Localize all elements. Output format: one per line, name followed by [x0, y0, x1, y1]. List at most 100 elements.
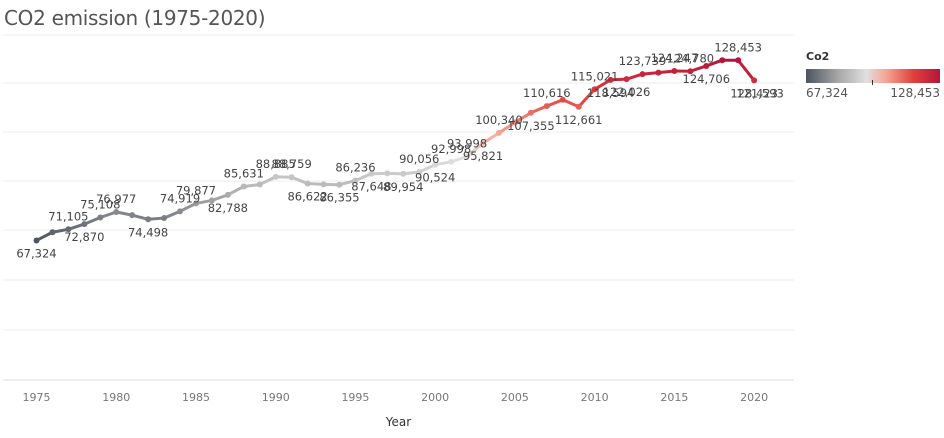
series-line-segment	[481, 131, 501, 145]
data-point	[288, 174, 295, 181]
data-label: 71,105	[48, 209, 88, 223]
data-point	[97, 214, 104, 221]
data-label: 100,340	[475, 113, 523, 127]
data-label: 110,616	[523, 86, 571, 100]
data-point	[224, 191, 231, 198]
data-label: 86,236	[335, 161, 375, 175]
data-label: 86,355	[319, 191, 359, 205]
data-label: 124,706	[683, 72, 731, 86]
data-label: 74,919	[160, 191, 200, 205]
data-point	[113, 208, 120, 215]
data-label: 72,870	[64, 230, 104, 244]
data-point	[145, 216, 152, 223]
data-point	[352, 177, 359, 184]
data-point	[384, 170, 391, 177]
x-tick-label: 2000	[421, 391, 449, 404]
data-point	[416, 169, 423, 176]
data-point	[448, 158, 455, 165]
x-tick-label: 2005	[501, 391, 529, 404]
series-line-segment	[593, 78, 613, 91]
series-line-segment	[465, 141, 485, 158]
data-label: 92,998	[431, 142, 471, 156]
legend-min-value: 67,324	[806, 86, 848, 100]
data-point	[33, 237, 40, 244]
data-point	[256, 181, 263, 188]
data-label: 75,108	[80, 198, 120, 212]
x-tick-label: 1995	[341, 391, 369, 404]
data-label: 74,498	[128, 225, 168, 239]
data-label: 115,021	[571, 69, 619, 83]
data-point	[671, 68, 678, 75]
data-point	[607, 76, 614, 83]
x-tick-label: 2015	[660, 391, 688, 404]
x-tick-label: 2020	[740, 391, 768, 404]
series-line-segment	[577, 87, 597, 109]
data-point	[49, 229, 56, 236]
data-label: 85,631	[224, 166, 264, 180]
data-label: 128,453	[714, 40, 762, 54]
data-point	[703, 62, 710, 69]
data-point	[272, 173, 279, 180]
data-label: 93,998	[447, 136, 487, 150]
legend-marker	[872, 80, 873, 85]
data-point	[208, 197, 215, 204]
legend-max-value: 128,453	[890, 86, 940, 100]
data-point	[464, 153, 471, 160]
data-point	[368, 170, 375, 177]
series-line-segment	[736, 58, 756, 82]
data-point	[177, 208, 184, 215]
x-tick-label: 1975	[22, 391, 50, 404]
data-label: 76,977	[96, 192, 136, 206]
data-point	[304, 180, 311, 187]
data-point	[81, 221, 88, 228]
legend-title: Co2	[806, 50, 830, 63]
data-label: 121,593	[736, 86, 784, 100]
legend-gradient-bar	[806, 69, 940, 83]
data-point	[336, 181, 343, 188]
x-axis-title: Year	[385, 415, 411, 429]
data-label: 112,661	[555, 113, 603, 127]
data-point	[719, 57, 726, 64]
data-point	[623, 76, 630, 83]
data-point	[129, 212, 136, 219]
data-point	[495, 129, 502, 136]
data-point	[559, 96, 566, 103]
data-label: 128,423	[730, 86, 778, 100]
series-line-segment	[513, 111, 533, 124]
x-tick-label: 2010	[581, 391, 609, 404]
data-point	[527, 109, 534, 116]
data-point	[575, 103, 582, 110]
data-point	[161, 215, 168, 222]
data-point	[65, 226, 72, 233]
data-point	[240, 183, 247, 190]
data-label: 86,622	[287, 190, 327, 204]
data-label: 122,026	[603, 85, 651, 99]
x-tick-label: 1985	[182, 391, 210, 404]
x-tick-label: 1980	[102, 391, 130, 404]
data-point	[480, 140, 487, 147]
data-point	[511, 119, 518, 126]
data-point	[751, 77, 758, 84]
data-point	[192, 200, 199, 207]
data-point	[320, 181, 327, 188]
data-label: 124,247	[651, 51, 699, 65]
data-point	[432, 161, 439, 168]
data-point	[655, 69, 662, 76]
data-point	[591, 86, 598, 93]
series-line-segment	[226, 184, 246, 197]
data-label: 82,788	[208, 201, 248, 215]
data-label: 90,524	[415, 171, 455, 185]
data-point	[543, 103, 550, 110]
data-label: 118,594	[587, 86, 635, 100]
data-label: 88,759	[272, 157, 312, 171]
chart-title: CO2 emission (1975-2020)	[4, 6, 266, 30]
data-label: 95,821	[463, 149, 503, 163]
data-label: 123,739	[619, 54, 667, 68]
x-tick-label: 1990	[262, 391, 290, 404]
data-point	[735, 57, 742, 64]
data-point	[400, 170, 407, 177]
data-label: 87,648	[351, 180, 391, 194]
data-point	[639, 71, 646, 78]
data-label: 90,056	[399, 152, 439, 166]
